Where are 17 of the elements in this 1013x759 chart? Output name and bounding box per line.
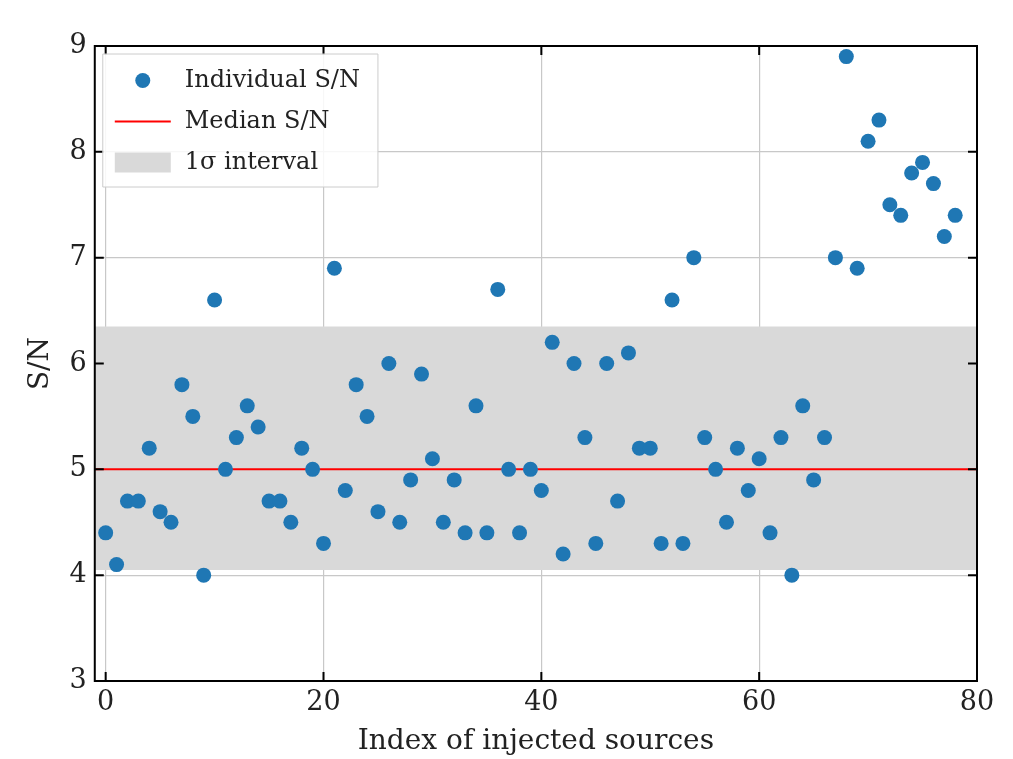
- y-tick-label: 7: [69, 239, 87, 271]
- y-tick-label: 3: [69, 663, 87, 695]
- legend-label: 1σ interval: [184, 146, 319, 175]
- x-tick-label: 0: [97, 685, 115, 717]
- x-tick-label: 60: [741, 685, 777, 717]
- y-axis-title: S/N: [22, 336, 56, 391]
- x-tick-label: 20: [306, 685, 341, 717]
- y-tick-label: 8: [69, 133, 87, 165]
- y-tick-label: 5: [69, 451, 87, 483]
- y-tick-label: 4: [69, 557, 87, 589]
- legend-label: Median S/N: [184, 105, 330, 134]
- x-axis-title: Index of injected sources: [357, 723, 715, 757]
- legend-label: Individual S/N: [184, 64, 360, 93]
- x-tick-label: 80: [959, 685, 995, 717]
- y-tick-label: 9: [69, 28, 87, 60]
- y-tick-label: 6: [69, 345, 87, 377]
- x-tick-label: 40: [524, 685, 559, 717]
